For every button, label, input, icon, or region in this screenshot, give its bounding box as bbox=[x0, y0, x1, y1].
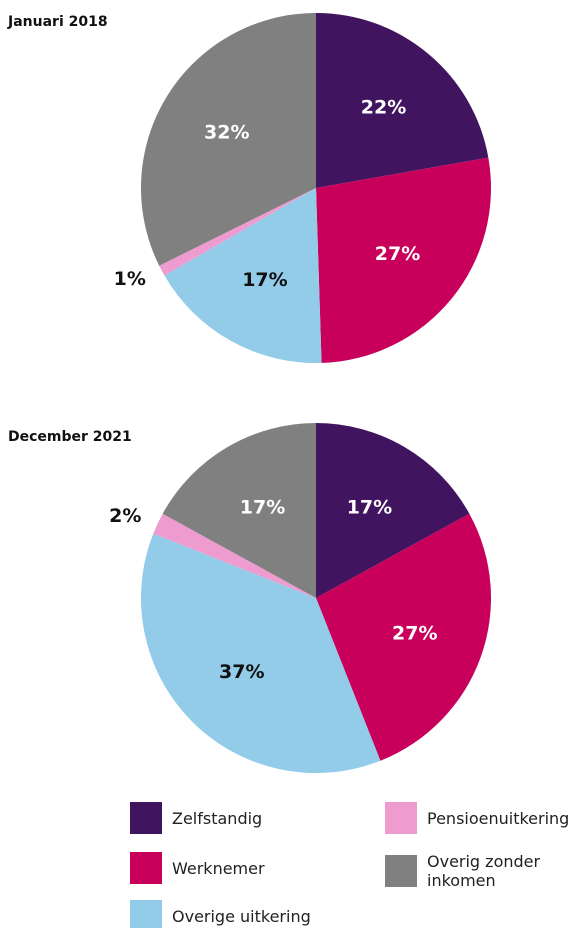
label-value: 17 bbox=[242, 268, 268, 290]
label-unit: % bbox=[245, 661, 264, 683]
legend-swatch bbox=[385, 855, 417, 887]
label-unit: % bbox=[266, 496, 285, 518]
label-value: 2 bbox=[109, 504, 122, 526]
label-unit: % bbox=[127, 268, 146, 290]
data-label: 27% bbox=[375, 243, 421, 265]
label-unit: % bbox=[373, 496, 392, 518]
pie-slice bbox=[316, 13, 489, 188]
legend-label: Werknemer bbox=[172, 858, 265, 878]
label-unit: % bbox=[387, 96, 406, 118]
data-label: 1% bbox=[114, 268, 146, 290]
label-value: 27 bbox=[392, 622, 418, 644]
label-value: 17 bbox=[347, 496, 373, 518]
legend-swatch bbox=[385, 802, 417, 834]
pie-slice bbox=[316, 513, 491, 761]
pie-slice bbox=[162, 423, 316, 598]
chart-title: December 2021 bbox=[8, 429, 132, 445]
pie-slice bbox=[141, 13, 316, 266]
pie-slice bbox=[316, 423, 470, 598]
chart-title: Januari 2018 bbox=[7, 14, 108, 30]
legend-item: Overige uitkering bbox=[130, 900, 322, 928]
legend-item: Overig zonder inkomen bbox=[385, 852, 577, 890]
data-label: 22% bbox=[361, 96, 407, 118]
label-value: 27 bbox=[375, 243, 401, 265]
label-unit: % bbox=[269, 268, 288, 290]
data-label: 2% bbox=[109, 504, 141, 526]
label-value: 32 bbox=[204, 121, 230, 143]
legend-label: Pensioenuitkering bbox=[427, 808, 570, 828]
legend-swatch bbox=[130, 900, 162, 928]
legend-item: Zelfstandig bbox=[130, 802, 322, 834]
legend-swatch bbox=[130, 852, 162, 884]
label-unit: % bbox=[401, 243, 420, 265]
label-value: 37 bbox=[219, 661, 245, 683]
label-value: 1 bbox=[114, 268, 127, 290]
label-unit: % bbox=[230, 121, 249, 143]
data-label: 32% bbox=[204, 121, 250, 143]
legend-item: Pensioenuitkering bbox=[385, 802, 577, 834]
label-value: 22 bbox=[361, 96, 387, 118]
legend-item: Werknemer bbox=[130, 852, 322, 884]
legend-swatch bbox=[130, 802, 162, 834]
pie-slice bbox=[316, 157, 491, 363]
data-label: 27% bbox=[392, 622, 438, 644]
legend-label: Zelfstandig bbox=[172, 808, 263, 828]
data-label: 17% bbox=[347, 496, 393, 518]
label-value: 17 bbox=[240, 496, 266, 518]
pie-slice bbox=[153, 513, 316, 598]
label-unit: % bbox=[418, 622, 437, 644]
data-label: 37% bbox=[219, 661, 265, 683]
label-unit: % bbox=[122, 504, 141, 526]
pie-slice bbox=[140, 533, 381, 773]
pie-slice bbox=[159, 188, 316, 276]
data-label: 17% bbox=[240, 496, 286, 518]
legend-label: Overig zonder inkomen bbox=[427, 852, 541, 890]
legend-label: Overige uitkering bbox=[172, 906, 311, 926]
pie-slice bbox=[164, 188, 322, 363]
data-label: 17% bbox=[242, 268, 288, 290]
